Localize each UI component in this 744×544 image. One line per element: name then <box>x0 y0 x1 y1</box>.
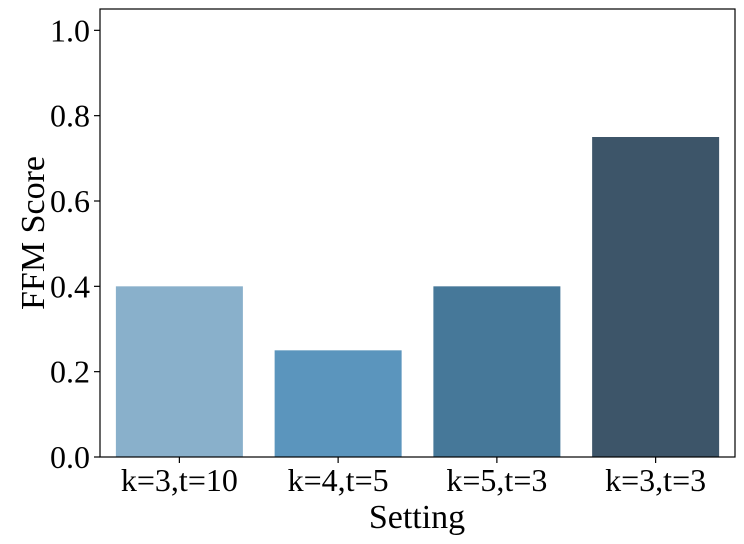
bar-3 <box>592 137 720 457</box>
y-axis-ticks: 0.0 0.2 0.4 0.6 0.8 1.0 <box>50 12 100 475</box>
x-axis-label: Setting <box>369 499 465 536</box>
x-axis-ticks: k=3,t=10 k=4,t=5 k=5,t=3 k=3,t=3 <box>121 457 706 498</box>
y-tick-label-1: 0.2 <box>50 354 90 390</box>
x-tick-label-0: k=3,t=10 <box>121 462 238 498</box>
y-tick-label-5: 1.0 <box>50 12 90 48</box>
bars-group <box>115 137 720 457</box>
x-tick-label-3: k=3,t=3 <box>605 462 706 498</box>
bar-0 <box>115 286 243 457</box>
x-tick-label-1: k=4,t=5 <box>288 462 389 498</box>
bar-1 <box>274 350 402 457</box>
y-tick-label-3: 0.6 <box>50 183 90 219</box>
x-tick-label-2: k=5,t=3 <box>446 462 547 498</box>
plot-frame <box>99 8 736 458</box>
y-axis-label: FFM Score <box>15 156 52 310</box>
y-tick-label-4: 0.8 <box>50 98 90 134</box>
bar-2 <box>433 286 561 457</box>
y-tick-label-0: 0.0 <box>50 439 90 475</box>
y-tick-label-2: 0.4 <box>50 268 90 304</box>
